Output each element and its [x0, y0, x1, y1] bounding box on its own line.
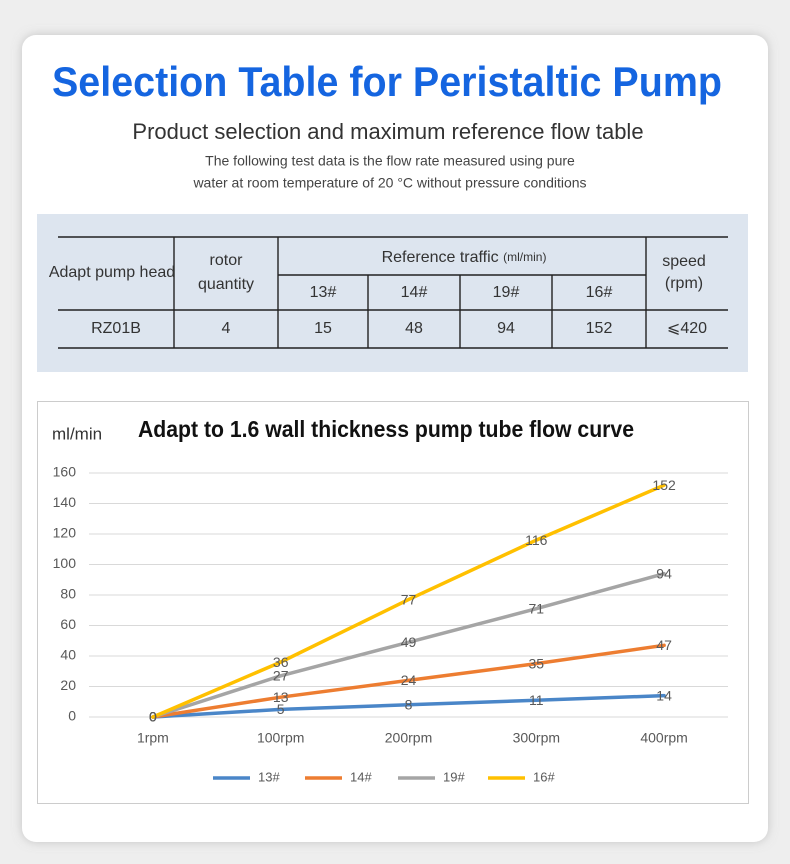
note: The following test data is the flow rate…: [205, 153, 575, 169]
legend-label: 13#: [258, 769, 280, 784]
data-label: 0: [149, 709, 157, 725]
column-header: (rpm): [665, 275, 703, 292]
data-label: 152: [652, 477, 676, 493]
cell: RZ01B: [91, 320, 141, 337]
y-tick-label: 140: [53, 494, 77, 510]
column-header: quantity: [198, 276, 254, 293]
data-label: 24: [401, 672, 417, 688]
data-label: 35: [529, 655, 545, 671]
x-tick-label: 1rpm: [137, 730, 169, 746]
legend-label: 14#: [350, 769, 372, 784]
y-tick-label: 60: [60, 616, 76, 632]
data-label: 47: [656, 637, 672, 653]
y-tick-label: 40: [60, 647, 76, 663]
cell: 15: [314, 320, 332, 337]
y-tick-label: 160: [53, 464, 77, 480]
tube-header: 16#: [586, 284, 613, 301]
data-label: 49: [401, 634, 417, 650]
cell: 4: [222, 320, 231, 337]
data-label: 77: [401, 591, 417, 607]
table-panel: [37, 214, 748, 372]
data-label: 116: [525, 532, 548, 548]
data-label: 11: [529, 692, 544, 708]
y-tick-label: 0: [68, 708, 76, 724]
data-label: 36: [273, 654, 289, 670]
column-header: Adapt pump head: [49, 264, 175, 281]
tube-header: 19#: [493, 284, 520, 301]
unit: (ml/min): [503, 250, 546, 264]
column-header: Reference traffic: [382, 249, 499, 266]
series-line: [151, 643, 666, 719]
x-tick-label: 200rpm: [385, 730, 432, 746]
x-tick-label: 100rpm: [257, 730, 304, 746]
data-label: 27: [273, 668, 289, 684]
page-title: Selection Table for Peristaltic Pump: [52, 58, 722, 105]
y-tick-label: 100: [53, 555, 77, 571]
chart-frame: [37, 401, 749, 804]
x-tick-label: 300rpm: [513, 730, 560, 746]
legend-label: 16#: [533, 769, 555, 784]
data-label: 71: [529, 600, 545, 616]
x-tick-label: 400rpm: [640, 730, 687, 746]
cell: ⩽420: [667, 320, 707, 337]
cell: 94: [497, 320, 515, 337]
note: water at room temperature of 20 °C witho…: [192, 175, 586, 191]
chart-title: Adapt to 1.6 wall thickness pump tube fl…: [138, 416, 634, 442]
data-label: 8: [405, 697, 413, 713]
series-line: [151, 571, 666, 719]
data-label: 14: [656, 687, 672, 703]
cell: 152: [586, 320, 613, 337]
column-header: rotor: [210, 252, 244, 269]
series-line: [151, 483, 666, 719]
tube-header: 14#: [401, 284, 428, 301]
data-label: 0: [149, 709, 157, 725]
y-tick-label: 20: [60, 677, 76, 693]
subtitle: Product selection and maximum reference …: [132, 119, 643, 144]
y-tick-label: 80: [60, 586, 76, 602]
column-header: speed: [662, 253, 706, 270]
cell: 48: [405, 320, 423, 337]
data-label: 13: [273, 689, 289, 705]
data-label: 0: [149, 709, 157, 725]
series-line: [151, 693, 666, 719]
y-tick-label: 120: [53, 525, 77, 541]
tube-header: 13#: [310, 284, 337, 301]
table-lines: [58, 236, 728, 349]
data-label: 0: [149, 709, 157, 725]
y-axis-label: ml/min: [52, 424, 102, 443]
legend-label: 19#: [443, 769, 465, 784]
column-header: Reference traffic (ml/min): [382, 249, 547, 266]
data-label: 5: [277, 701, 285, 717]
data-label: 94: [656, 565, 672, 581]
